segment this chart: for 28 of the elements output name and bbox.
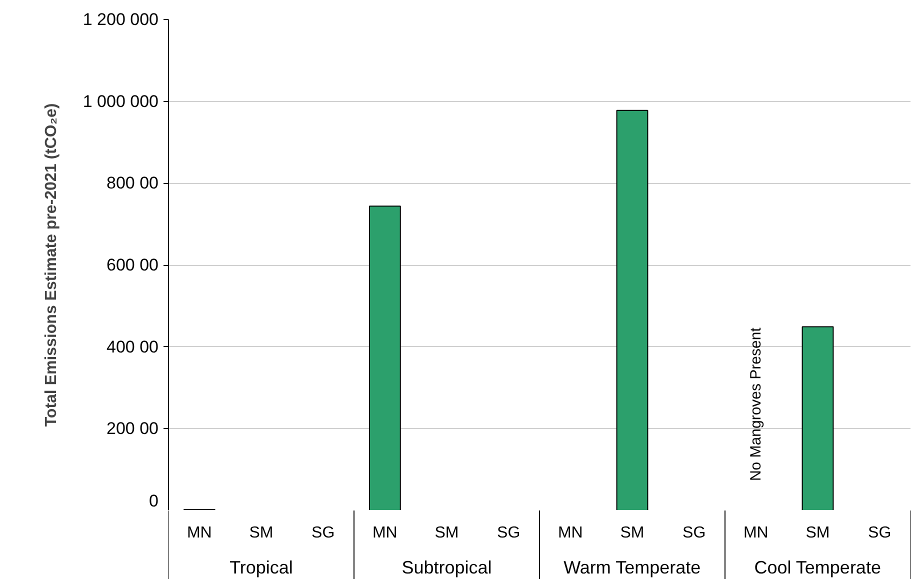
y-tick-label: 400 00: [106, 337, 159, 356]
x-tick-label: SM: [620, 524, 644, 542]
annotation: No Mangroves Present: [747, 326, 764, 482]
x-tick-label: MN: [743, 524, 768, 542]
y-tick-label: 600 00: [106, 256, 159, 274]
x-tick-label: SG: [497, 524, 520, 542]
x-tick-label: SG: [682, 524, 706, 542]
y-tick-label: 1 000 000: [82, 92, 159, 111]
text: Warm Temperate: [564, 557, 701, 578]
text: Cool Temperate: [754, 557, 881, 578]
x-tick-label: MN: [186, 524, 212, 542]
bar: [802, 326, 834, 510]
y-tick-label: 0: [149, 492, 159, 510]
x-tick-label: SG: [868, 524, 892, 542]
x-tick-label: SM: [249, 524, 274, 542]
y-tick-label: 200 00: [106, 419, 159, 438]
x-tick-label: SG: [312, 524, 335, 542]
y-tick-label: 800 00: [106, 174, 159, 193]
y-axis-title: Total Emissions Estimate pre-2021 (tCO₂e): [42, 103, 60, 427]
x-tick-label: MN: [372, 524, 398, 542]
y-tick-label: 1 200 000: [82, 10, 159, 29]
x-tick-label: SM: [806, 524, 830, 542]
x-tick-label: SM: [434, 524, 459, 542]
bar: [616, 110, 648, 510]
x-tick-label: MN: [558, 524, 583, 542]
text: Tropical: [230, 557, 293, 578]
bar: [368, 206, 401, 510]
text: Subtropical: [402, 557, 492, 578]
